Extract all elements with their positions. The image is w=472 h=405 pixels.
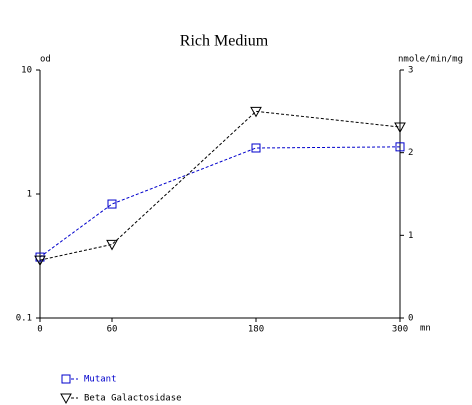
x-tick-label: 0 bbox=[37, 325, 42, 335]
marker bbox=[106, 239, 118, 251]
y-tick-label: 10 bbox=[21, 66, 32, 76]
chart-title: Rich Medium bbox=[180, 33, 269, 50]
legend-label: Mutant bbox=[84, 375, 117, 385]
y-tick-label: 0.1 bbox=[16, 314, 32, 324]
y2-tick-label: 1 bbox=[408, 231, 413, 241]
y-axis-label: od bbox=[40, 55, 51, 65]
marker bbox=[251, 143, 261, 153]
series-line bbox=[39, 146, 401, 258]
y2-axis-label: nmole/min/mg bbox=[398, 55, 463, 65]
marker bbox=[34, 255, 46, 267]
x-axis-label: mn bbox=[420, 324, 431, 334]
y2-tick-label: 3 bbox=[408, 66, 413, 76]
marker bbox=[107, 199, 117, 209]
x-tick-label: 60 bbox=[107, 325, 118, 335]
x-tick-label: 300 bbox=[392, 325, 408, 335]
y2-tick-label: 0 bbox=[408, 314, 413, 324]
series-line bbox=[39, 110, 401, 261]
marker bbox=[61, 374, 71, 384]
y-tick-label: 1 bbox=[27, 190, 32, 200]
y2-tick-label: 2 bbox=[408, 148, 413, 158]
legend-label: Beta Galactosidase bbox=[84, 394, 182, 404]
marker bbox=[395, 142, 405, 152]
marker bbox=[250, 106, 262, 118]
marker bbox=[394, 122, 406, 134]
marker bbox=[60, 393, 72, 405]
x-tick-label: 180 bbox=[248, 325, 264, 335]
